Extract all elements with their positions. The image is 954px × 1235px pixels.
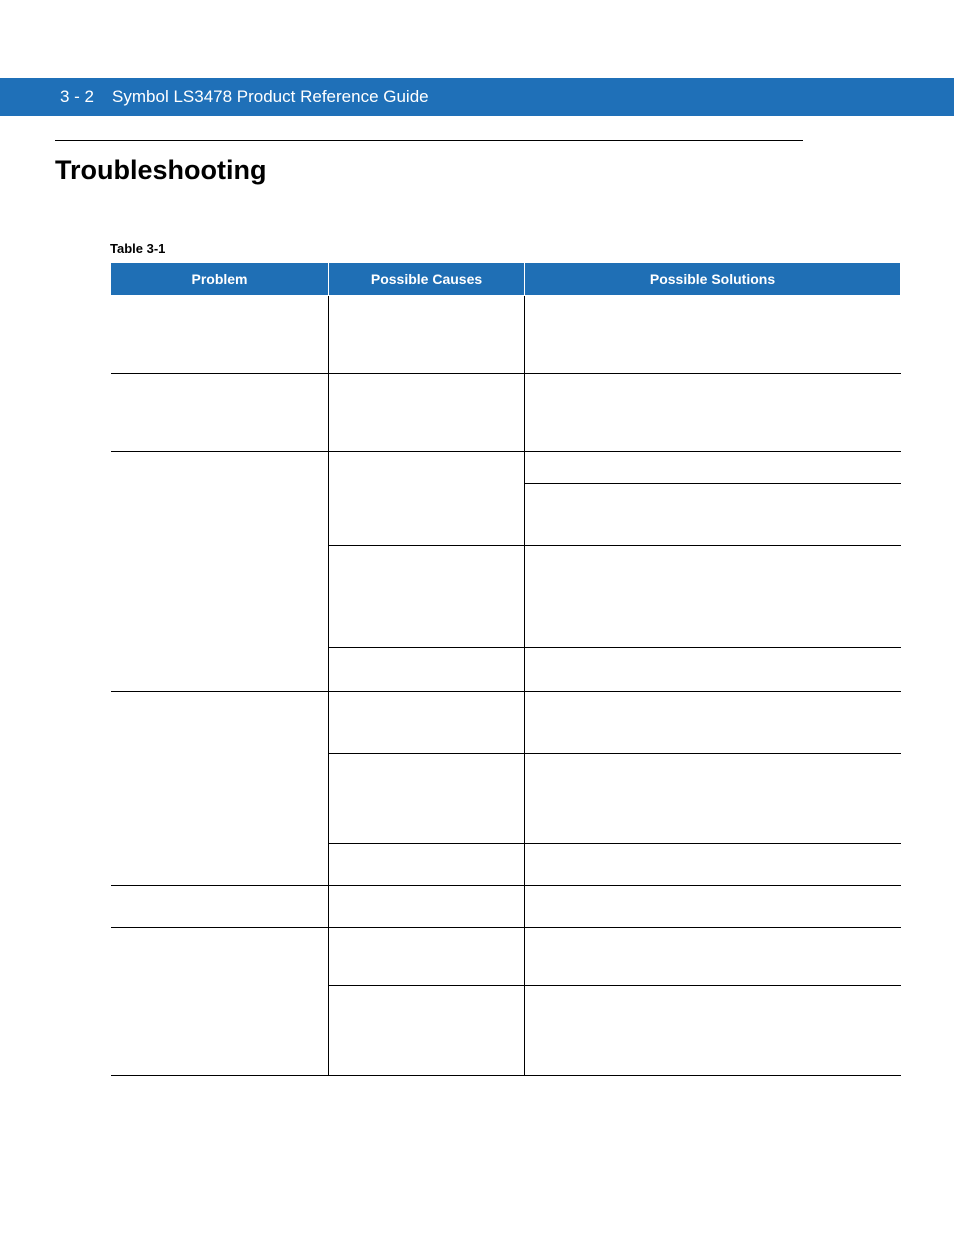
column-header-problem: Problem [111, 263, 329, 296]
page-header-bar: 3 - 2 Symbol LS3478 Product Reference Gu… [0, 78, 954, 116]
content-area: Troubleshooting Table 3-1 Problem Possib… [55, 140, 899, 1076]
table-caption: Table 3-1 [110, 241, 899, 256]
column-header-causes: Possible Causes [329, 263, 525, 296]
page: 3 - 2 Symbol LS3478 Product Reference Gu… [0, 0, 954, 1235]
table-row [111, 452, 901, 484]
table-row [111, 928, 901, 986]
table-header-row: Problem Possible Causes Possible Solutio… [111, 263, 901, 296]
troubleshooting-table: Problem Possible Causes Possible Solutio… [110, 262, 901, 1076]
page-number: 3 - 2 [60, 87, 94, 107]
section-rule [55, 140, 803, 141]
document-title: Symbol LS3478 Product Reference Guide [112, 87, 429, 107]
section-title: Troubleshooting [55, 155, 899, 186]
table-row [111, 296, 901, 374]
column-header-solutions: Possible Solutions [525, 263, 901, 296]
table-row [111, 692, 901, 754]
table-row [111, 886, 901, 928]
table-row [111, 374, 901, 452]
